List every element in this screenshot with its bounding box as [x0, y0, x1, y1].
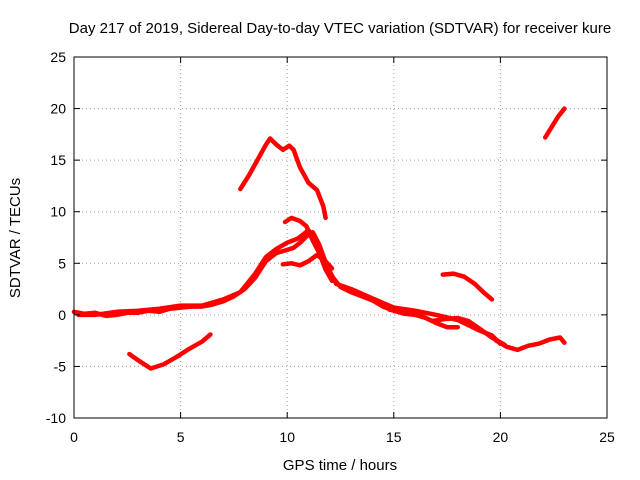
y-tick-label: 0 [58, 307, 66, 323]
x-tick-label: 25 [599, 429, 615, 445]
series-late-rise [542, 106, 567, 140]
series-peak-ridge [282, 215, 335, 284]
chart-title: Day 217 of 2019, Sidereal Day-to-day VTE… [69, 20, 611, 37]
axis-ticks: 0 5 10 15 20 25 -10 -5 0 5 10 15 20 25 [46, 49, 615, 445]
plot-frame [73, 56, 608, 419]
y-tick-label: 10 [50, 204, 66, 220]
series-baseline-track-b [76, 228, 503, 346]
x-tick-label: 20 [493, 429, 509, 445]
y-tick-label: 15 [50, 152, 66, 168]
y-axis-label: SDTVAR / TECUs [7, 178, 24, 298]
series-late-mid-track [387, 307, 507, 348]
x-tick-label: 5 [177, 429, 185, 445]
series-night-dip [127, 332, 213, 371]
series-group [71, 106, 567, 371]
y-tick-label: 5 [58, 255, 66, 271]
x-tick-label: 0 [70, 429, 78, 445]
x-tick-label: 10 [279, 429, 295, 445]
y-tick-label: 25 [50, 49, 66, 65]
y-tick-label: 20 [50, 101, 66, 117]
x-axis-label: GPS time / hours [283, 457, 397, 474]
series-late-plateau [493, 335, 567, 353]
x-tick-label: 15 [386, 429, 402, 445]
series-daytime-high [238, 136, 328, 221]
grid [74, 57, 607, 418]
series-evening-bump [440, 271, 495, 302]
series-upper-evening-track [280, 252, 335, 271]
y-tick-label: -5 [54, 358, 67, 374]
y-tick-label: -10 [46, 410, 66, 426]
